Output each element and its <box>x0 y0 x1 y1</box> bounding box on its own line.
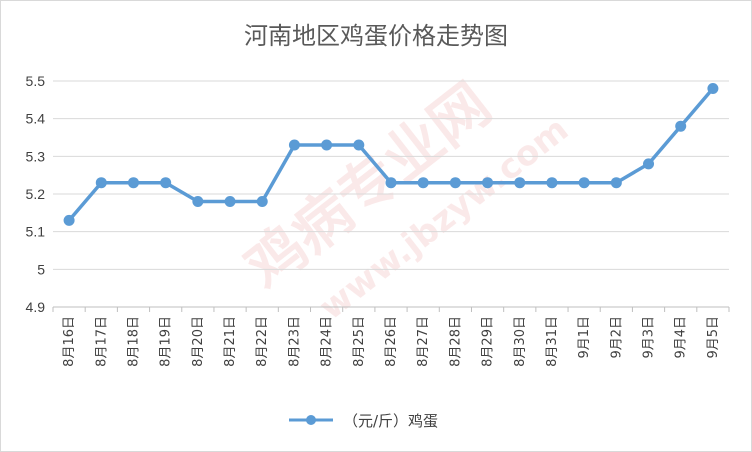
x-tick-label: 8月21日 <box>223 316 238 367</box>
x-tick-label: 8月23日 <box>287 316 302 367</box>
data-point <box>675 120 687 132</box>
data-point <box>578 177 590 189</box>
data-point <box>224 196 236 208</box>
x-tick-label: 8月31日 <box>545 316 560 367</box>
data-point <box>288 139 300 151</box>
data-point <box>482 177 494 189</box>
y-tick-label: 5 <box>37 261 45 277</box>
gridlines <box>53 80 729 308</box>
data-point <box>192 196 204 208</box>
series-egg <box>63 83 719 226</box>
legend-marker <box>306 415 316 425</box>
data-point <box>160 177 172 189</box>
y-tick-label: 4.9 <box>26 299 46 315</box>
x-tick-label: 8月22日 <box>255 316 270 367</box>
chart-title: 河南地区鸡蛋价格走势图 <box>244 22 508 50</box>
data-point <box>256 196 268 208</box>
x-tick-label: 8月30日 <box>513 316 528 367</box>
x-tick-label: 8月27日 <box>416 316 431 367</box>
y-tick-label: 5.1 <box>26 224 46 240</box>
x-tick-label: 8月29日 <box>481 316 496 367</box>
x-tick-label: 8月28日 <box>448 316 463 367</box>
data-point <box>385 177 397 189</box>
x-tick-label: 8月16日 <box>62 316 77 367</box>
data-point <box>449 177 461 189</box>
x-tick-label: 9月4日 <box>674 316 689 359</box>
data-point <box>514 177 526 189</box>
x-tick-label: 8月20日 <box>191 316 206 367</box>
y-tick-label: 5.5 <box>26 73 46 89</box>
y-tick-label: 5.4 <box>26 111 46 127</box>
data-point <box>353 139 365 151</box>
data-point <box>127 177 139 189</box>
y-tick-label: 5.2 <box>26 186 46 202</box>
data-point <box>417 177 429 189</box>
x-tick-label: 8月18日 <box>126 316 141 367</box>
x-tick-label: 8月25日 <box>352 316 367 367</box>
x-axis-ticks: 8月16日 8月17日 8月18日 8月19日 8月20日 8月21日 8月22日 8月23日… <box>52 307 730 367</box>
x-tick-label: 8月26日 <box>384 316 399 367</box>
x-tick-label: 8月17日 <box>94 316 109 367</box>
x-tick-label: 9月1日 <box>577 316 592 359</box>
data-point <box>643 158 655 170</box>
x-tick-label: 9月2日 <box>609 316 624 359</box>
data-point <box>610 177 622 189</box>
x-tick-label: 9月3日 <box>642 316 657 359</box>
data-point <box>95 177 107 189</box>
data-point <box>63 214 75 226</box>
x-tick-label: 8月24日 <box>320 316 335 367</box>
y-axis-ticks: 4.9 5 5.1 5.2 5.3 5.4 5.5 <box>26 73 46 315</box>
y-tick-label: 5.3 <box>26 148 46 164</box>
data-point <box>546 177 558 189</box>
legend-label: （元/斤）鸡蛋 <box>343 412 438 430</box>
data-point <box>707 83 719 95</box>
data-point <box>321 139 333 151</box>
x-tick-label: 9月5日 <box>706 316 721 359</box>
x-tick-label: 8月19日 <box>159 316 174 367</box>
legend: （元/斤）鸡蛋 <box>289 412 438 430</box>
watermark: 鸡病专业网 www.jbzyw.com <box>233 70 576 328</box>
